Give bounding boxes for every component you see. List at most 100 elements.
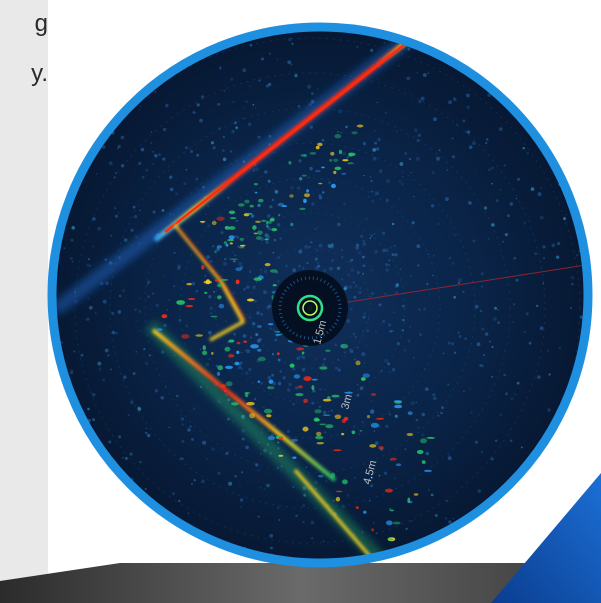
speckle-dot: [414, 128, 418, 132]
speckle-dot: [277, 256, 280, 259]
speckle-dot: [314, 228, 316, 230]
speckle-dot: [191, 483, 193, 485]
speckle-dot: [325, 389, 326, 390]
speckle-dot: [170, 188, 174, 192]
speckle-dot: [293, 403, 295, 405]
speckle-dot: [146, 530, 149, 533]
speckle-dot: [165, 386, 167, 388]
return-blob: [361, 377, 366, 381]
speckle-dot: [92, 217, 96, 221]
speckle-dot: [410, 520, 412, 522]
speckle-dot: [453, 296, 456, 299]
speckle-dot: [255, 333, 258, 336]
speckle-dot: [385, 268, 389, 272]
return-blob: [186, 283, 192, 285]
speckle-dot: [309, 167, 312, 170]
speckle-dot: [268, 305, 271, 308]
speckle-dot: [576, 254, 578, 256]
return-blob: [264, 238, 269, 240]
speckle-dot: [292, 43, 294, 45]
speckle-dot: [297, 187, 300, 190]
speckle-dot: [228, 482, 232, 486]
speckle-dot: [319, 244, 323, 248]
speckle-dot: [258, 136, 261, 139]
speckle-dot: [354, 426, 356, 428]
speckle-dot: [105, 281, 109, 285]
speckle-dot: [145, 428, 147, 430]
speckle-dot: [153, 210, 156, 213]
speckle-dot: [432, 275, 434, 277]
speckle-dot: [43, 237, 47, 241]
speckle-dot: [462, 119, 465, 122]
speckle-dot: [500, 189, 502, 191]
speckle-dot: [274, 339, 277, 342]
speckle-dot: [295, 515, 297, 517]
speckle-dot: [322, 191, 324, 193]
speckle-dot: [252, 104, 254, 106]
speckle-dot: [465, 338, 467, 340]
return-blob: [254, 277, 262, 281]
speckle-dot: [189, 426, 191, 428]
speckle-dot: [271, 374, 274, 377]
return-blob: [426, 437, 435, 439]
speckle-dot: [373, 522, 374, 523]
speckle-dot: [477, 342, 481, 346]
speckle-dot: [387, 362, 390, 365]
speckle-dot: [456, 124, 458, 126]
speckle-dot: [384, 359, 388, 363]
speckle-dot: [404, 152, 407, 155]
speckle-dot: [102, 378, 105, 381]
speckle-dot: [302, 368, 306, 372]
speckle-dot: [114, 176, 116, 178]
speckle-dot: [481, 328, 484, 331]
speckle-dot: [448, 520, 451, 523]
speckle-dot: [323, 269, 326, 272]
return-blob: [225, 347, 231, 352]
speckle-dot: [448, 100, 452, 104]
return-blob: [279, 455, 284, 457]
speckle-dot: [402, 305, 405, 308]
speckle-dot: [118, 212, 120, 214]
speckle-dot: [105, 258, 108, 261]
speckle-dot: [496, 199, 499, 202]
speckle-dot: [190, 150, 193, 153]
return-blob: [394, 405, 402, 409]
return-blob: [245, 392, 249, 397]
return-blob: [315, 436, 323, 440]
speckle-dot: [412, 221, 415, 224]
speckle-dot: [266, 484, 270, 488]
speckle-dot: [451, 342, 454, 345]
speckle-dot: [141, 148, 145, 152]
speckle-dot: [362, 421, 365, 424]
speckle-dot: [423, 307, 426, 310]
speckle-dot: [154, 91, 156, 93]
speckle-dot: [357, 347, 359, 349]
speckle-dot: [246, 286, 249, 289]
speckle-dot: [261, 57, 264, 60]
return-blob: [236, 351, 239, 354]
return-blob: [303, 199, 307, 203]
return-blob: [217, 284, 222, 287]
sonar-image: 1.5m 3m 4.5m 6: [35, 0, 601, 570]
speckle-dot: [223, 158, 227, 162]
speckle-dot: [264, 270, 268, 274]
speckle-dot: [334, 343, 337, 346]
speckle-dot: [457, 331, 460, 334]
speckle-dot: [196, 154, 199, 157]
speckle-dot: [131, 229, 134, 232]
speckle-dot: [363, 142, 366, 145]
speckle-dot: [298, 250, 302, 254]
speckle-dot: [375, 441, 379, 445]
return-blob: [236, 220, 239, 222]
speckle-dot: [279, 237, 282, 240]
speckle-dot: [393, 311, 395, 313]
speckle-dot: [547, 350, 549, 352]
speckle-dot: [263, 290, 267, 294]
speckle-dot: [199, 119, 203, 123]
speckle-dot: [394, 245, 396, 247]
speckle-dot: [416, 244, 420, 248]
speckle-dot: [458, 282, 460, 284]
speckle-dot: [322, 363, 325, 366]
speckle-dot: [213, 291, 215, 293]
speckle-dot: [392, 368, 395, 371]
